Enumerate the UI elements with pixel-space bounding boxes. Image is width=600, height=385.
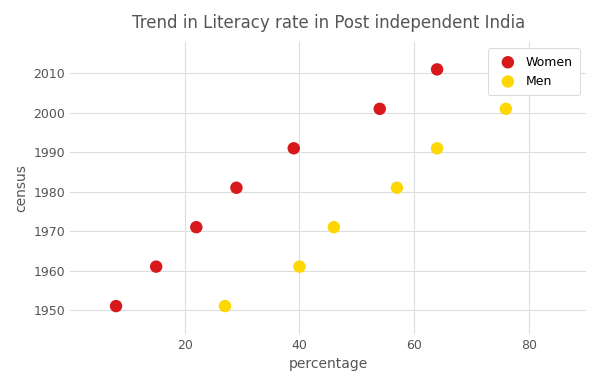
Women — [432, 66, 442, 72]
Men — [220, 303, 230, 309]
Y-axis label: census: census — [14, 164, 28, 212]
Title: Trend in Literacy rate in Post independent India: Trend in Literacy rate in Post independe… — [131, 14, 525, 32]
Women — [111, 303, 121, 309]
Women — [232, 185, 241, 191]
Women — [375, 106, 385, 112]
Men — [392, 185, 402, 191]
Men — [501, 106, 511, 112]
Men — [329, 224, 338, 230]
Legend: Women, Men: Women, Men — [488, 48, 580, 95]
Men — [295, 264, 304, 270]
Men — [432, 145, 442, 151]
Men — [535, 66, 545, 72]
Women — [151, 264, 161, 270]
X-axis label: percentage: percentage — [289, 357, 368, 371]
Women — [289, 145, 299, 151]
Women — [191, 224, 201, 230]
